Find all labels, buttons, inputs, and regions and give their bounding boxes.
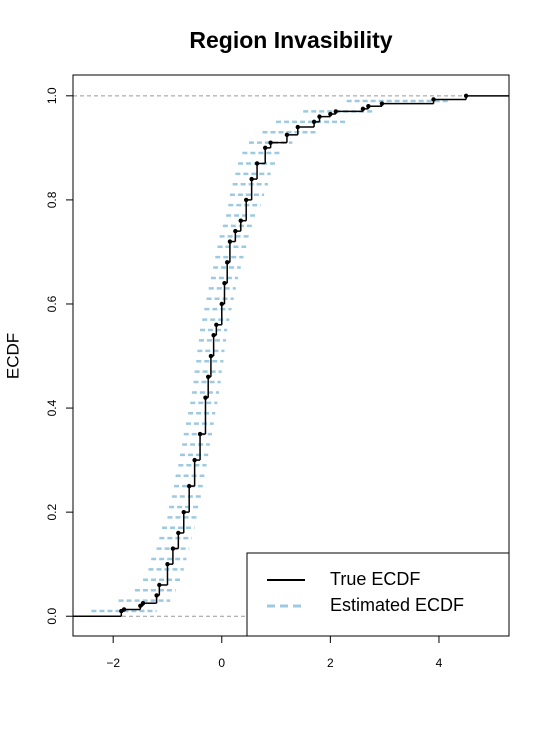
true-ecdf-point	[379, 101, 385, 106]
true-ecdf-point	[317, 114, 322, 119]
true-ecdf-point	[203, 395, 208, 400]
true-ecdf-point	[222, 280, 227, 286]
true-ecdf-point	[263, 145, 268, 151]
y-tick-label: 0.2	[45, 503, 59, 520]
true-ecdf-point	[431, 97, 436, 102]
true-ecdf-point	[333, 109, 338, 114]
y-tick-label: 0.8	[45, 191, 59, 208]
true-ecdf-point	[208, 353, 214, 359]
true-ecdf-point	[121, 607, 127, 612]
true-ecdf-point	[140, 601, 146, 606]
true-ecdf-point	[211, 333, 216, 338]
true-ecdf-point	[227, 239, 233, 244]
x-tick-label: 0	[218, 656, 225, 670]
legend-box	[246, 552, 510, 637]
true-ecdf-point	[165, 561, 170, 567]
true-ecdf-point	[311, 119, 317, 125]
true-ecdf-point	[268, 140, 273, 145]
true-ecdf-point	[176, 530, 181, 536]
x-tick-label: 4	[436, 656, 443, 670]
true-ecdf-point	[366, 104, 371, 109]
true-ecdf-point	[284, 132, 290, 138]
y-axis-label: ECDF	[3, 333, 22, 379]
true-ecdf-point	[197, 431, 203, 437]
true-ecdf-point	[205, 374, 211, 380]
x-tick-label: 2	[327, 656, 334, 670]
true-ecdf-point	[138, 603, 143, 609]
y-tick-label: 0.4	[45, 399, 59, 416]
true-ecdf-point	[249, 176, 254, 182]
y-tick-label: 0.0	[45, 608, 59, 625]
true-ecdf-point	[192, 457, 197, 463]
true-ecdf-point	[238, 218, 243, 223]
y-tick-label: 1.0	[45, 87, 59, 104]
true-ecdf-point	[170, 546, 176, 551]
true-ecdf-point	[360, 106, 366, 112]
chart-title: Region Invasibility	[189, 27, 392, 53]
legend-label: Estimated ECDF	[330, 595, 464, 615]
true-ecdf-point	[244, 197, 249, 203]
true-ecdf-point	[214, 322, 219, 327]
true-ecdf-point	[233, 228, 238, 234]
true-ecdf-point	[219, 301, 224, 307]
true-ecdf-point	[225, 260, 230, 265]
x-tick-label: −2	[106, 656, 120, 670]
legend-label: True ECDF	[330, 569, 420, 589]
plot-frame	[72, 74, 510, 637]
true-ecdf-point	[157, 582, 162, 588]
true-ecdf-point	[463, 93, 469, 99]
true-ecdf-point	[181, 509, 186, 515]
true-ecdf-point	[295, 124, 300, 130]
true-ecdf-point	[186, 483, 192, 489]
true-ecdf-point	[154, 593, 159, 598]
true-ecdf-point	[254, 161, 260, 166]
y-tick-label: 0.6	[45, 295, 59, 312]
true-ecdf-point	[328, 111, 333, 117]
